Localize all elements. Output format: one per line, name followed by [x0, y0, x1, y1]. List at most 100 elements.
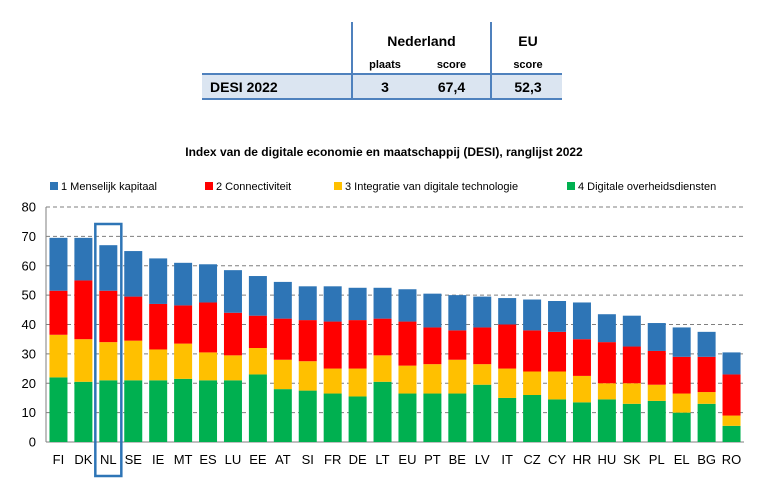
bar-segment [149, 380, 168, 442]
bar-segment [149, 258, 168, 304]
bar-segment [298, 361, 317, 391]
bar-segment [174, 378, 193, 442]
bar-segment [373, 381, 392, 442]
bar-segment [74, 381, 93, 442]
x-tick-label: SI [302, 452, 314, 467]
x-tick-label: AT [275, 452, 291, 467]
x-tick-label: HR [573, 452, 592, 467]
x-tick-label: BE [449, 452, 467, 467]
legend-swatch [50, 182, 58, 190]
value-score-nl: 67,4 [437, 79, 466, 95]
bar-segment [722, 415, 741, 426]
highlight-box [94, 222, 123, 478]
chart-title: Index van de digitale economie en maatsc… [185, 145, 583, 159]
y-tick-label: 50 [22, 288, 36, 303]
bar-segment [398, 289, 417, 322]
bar-segment [622, 346, 641, 384]
x-tick-label: SE [125, 452, 143, 467]
x-tick-label: FR [324, 452, 341, 467]
bar-segment [149, 303, 168, 350]
x-tick-label: FI [53, 452, 65, 467]
bar-segment [99, 342, 118, 381]
bar-segment [248, 348, 267, 375]
y-tick-label: 0 [29, 435, 36, 450]
bar-segment [99, 380, 118, 442]
value-score-eu: 52,3 [514, 79, 542, 95]
bar-segment [149, 349, 168, 381]
bar-segment [448, 330, 467, 360]
bar-segment [572, 375, 591, 403]
bar-segment [373, 355, 392, 382]
bar-segment [49, 237, 68, 291]
bar-segment [548, 371, 567, 400]
y-tick-label: 70 [22, 229, 36, 244]
bar-segment [348, 320, 367, 369]
header-nederland: Nederland [387, 33, 456, 49]
bar-segment [49, 334, 68, 378]
y-tick-label: 80 [22, 200, 36, 215]
bar-segment [124, 251, 143, 297]
bar-segment [124, 296, 143, 341]
x-tick-label: LV [475, 452, 490, 467]
x-tick-label: SK [623, 452, 641, 467]
bar-segment [622, 383, 641, 404]
bar-segment [248, 276, 267, 316]
bar-segment [398, 321, 417, 366]
legend-swatch [567, 182, 575, 190]
bar-segment [323, 368, 342, 394]
bar-segment [273, 389, 292, 442]
bar-segment [223, 312, 242, 356]
x-tick-label: IT [501, 452, 513, 467]
bar-segment [298, 390, 317, 442]
subheader-score-eu: score [513, 59, 543, 71]
bar-segment [672, 412, 691, 442]
legend-label: 2 Connectiviteit [216, 181, 291, 193]
bar-segment [199, 380, 218, 442]
bar-segment [323, 321, 342, 369]
x-tick-label: DK [74, 452, 92, 467]
bar-segment [622, 403, 641, 442]
table-divider [490, 22, 492, 100]
bar-segment [174, 343, 193, 379]
bar-segment [448, 295, 467, 331]
bar-segment [722, 374, 741, 416]
bar-segment [498, 324, 517, 369]
bar-segment [199, 352, 218, 381]
x-tick-label: EL [674, 452, 690, 467]
x-tick-label: HU [598, 452, 617, 467]
bar-segment [597, 383, 616, 400]
bar-segment [548, 399, 567, 442]
x-tick-label: LU [225, 452, 242, 467]
bar-segment [523, 395, 542, 442]
bar-segment [323, 286, 342, 322]
bar-segment [548, 331, 567, 372]
bar-segment [49, 377, 68, 442]
bar-segment [473, 384, 492, 442]
bar-segment [647, 350, 666, 385]
x-tick-label: MT [174, 452, 193, 467]
bar-segment [722, 425, 741, 442]
y-tick-label: 10 [22, 405, 36, 420]
bar-segment [572, 402, 591, 442]
y-tick-label: 20 [22, 376, 36, 391]
x-tick-label: LT [375, 452, 389, 467]
bar-segment [572, 339, 591, 376]
x-tick-label: RO [722, 452, 742, 467]
bar-segment [672, 356, 691, 394]
bar-segment [74, 237, 93, 281]
bar-segment [473, 364, 492, 385]
bar-segment [74, 280, 93, 340]
subheader-score-nl: score [436, 59, 467, 71]
x-tick-label: PL [649, 452, 665, 467]
bar-segment [298, 286, 317, 321]
bar-segment [99, 245, 118, 291]
bar-segment [223, 380, 242, 442]
legend-label: 1 Menselijk kapitaal [61, 181, 157, 193]
bar-segment [273, 281, 292, 319]
bar-segment [498, 368, 517, 398]
bar-segment [373, 287, 392, 319]
summary-row-band [202, 74, 562, 98]
x-tick-label: DE [349, 452, 367, 467]
x-tick-label: NL [100, 452, 117, 467]
y-tick-label: 40 [22, 317, 36, 332]
